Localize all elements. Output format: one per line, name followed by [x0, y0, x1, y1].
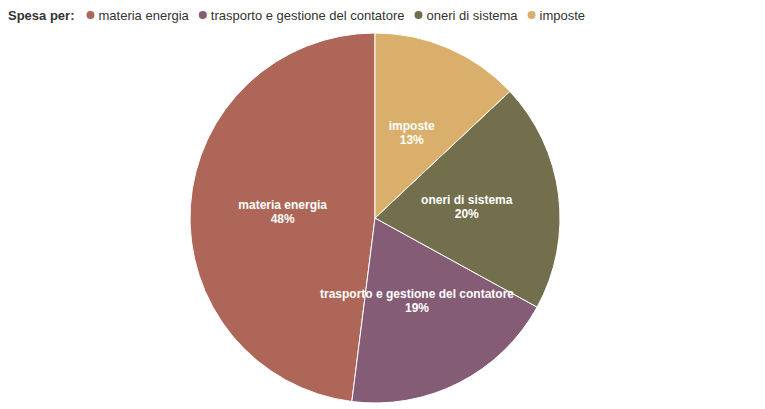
slice	[190, 33, 375, 402]
legend-swatch	[415, 11, 423, 19]
legend-swatch	[528, 11, 536, 19]
slice-name: trasporto e gestione del contatore	[320, 287, 514, 301]
legend-item: oneri di sistema	[415, 8, 519, 23]
legend-label: oneri di sistema	[427, 8, 519, 23]
slice-value: 48%	[271, 212, 295, 226]
legend-item: trasporto e gestione del contatore	[199, 8, 405, 23]
data-labels: materia energia48% trasporto e gestione d…	[238, 119, 514, 314]
slice-name: materia energia	[238, 198, 327, 212]
slice-value: 13%	[400, 133, 424, 147]
legend-title: Spesa per:	[8, 8, 74, 23]
slice-value: 20%	[455, 207, 479, 221]
legend-swatch	[86, 11, 94, 19]
pie	[190, 33, 560, 403]
legend-swatch	[199, 11, 207, 19]
legend: Spesa per: materia energia trasporto e ges…	[8, 8, 585, 23]
slice-value: 19%	[405, 301, 429, 315]
legend-label: imposte	[540, 8, 586, 23]
legend-label: materia energia	[98, 8, 189, 23]
legend-item: materia energia	[86, 8, 189, 23]
slice	[375, 33, 510, 218]
legend-item: imposte	[528, 8, 586, 23]
legend-label: trasporto e gestione del contatore	[211, 8, 405, 23]
slice-name: oneri di sistema	[421, 193, 513, 207]
slice-name: imposte	[389, 119, 435, 133]
